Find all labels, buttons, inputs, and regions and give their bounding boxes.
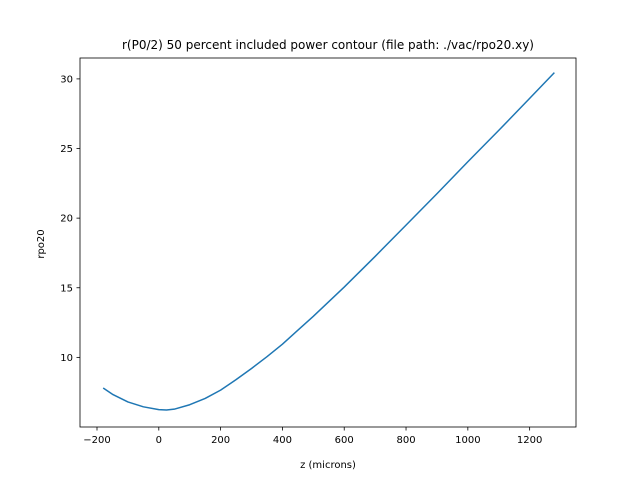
y-tick-label: 10 [60,353,73,364]
y-tick-label: 20 [60,214,73,225]
y-tick-label: 25 [60,144,73,155]
x-tick-label: 1000 [455,435,480,446]
series-line-0 [102,72,555,411]
y-tick-label: 30 [60,74,73,85]
x-tick-label: 1200 [517,435,542,446]
x-tick-label: 200 [211,435,230,446]
x-tick-label: 800 [396,435,415,446]
x-tick-label: 400 [273,435,292,446]
y-axis-label: rpo20 [36,229,47,258]
x-axis-label: z (microns) [300,460,356,471]
x-tick-label: 600 [335,435,354,446]
chart-title: r(P0/2) 50 percent included power contou… [122,38,534,52]
y-tick-label: 15 [60,283,73,294]
plot-area: −200 0 200 400 600 800 1000 1200 10 15 20 25 30 [60,57,577,446]
x-tick-label: 0 [156,435,162,446]
plot-frame [79,57,577,428]
x-tick-label: −200 [83,435,110,446]
